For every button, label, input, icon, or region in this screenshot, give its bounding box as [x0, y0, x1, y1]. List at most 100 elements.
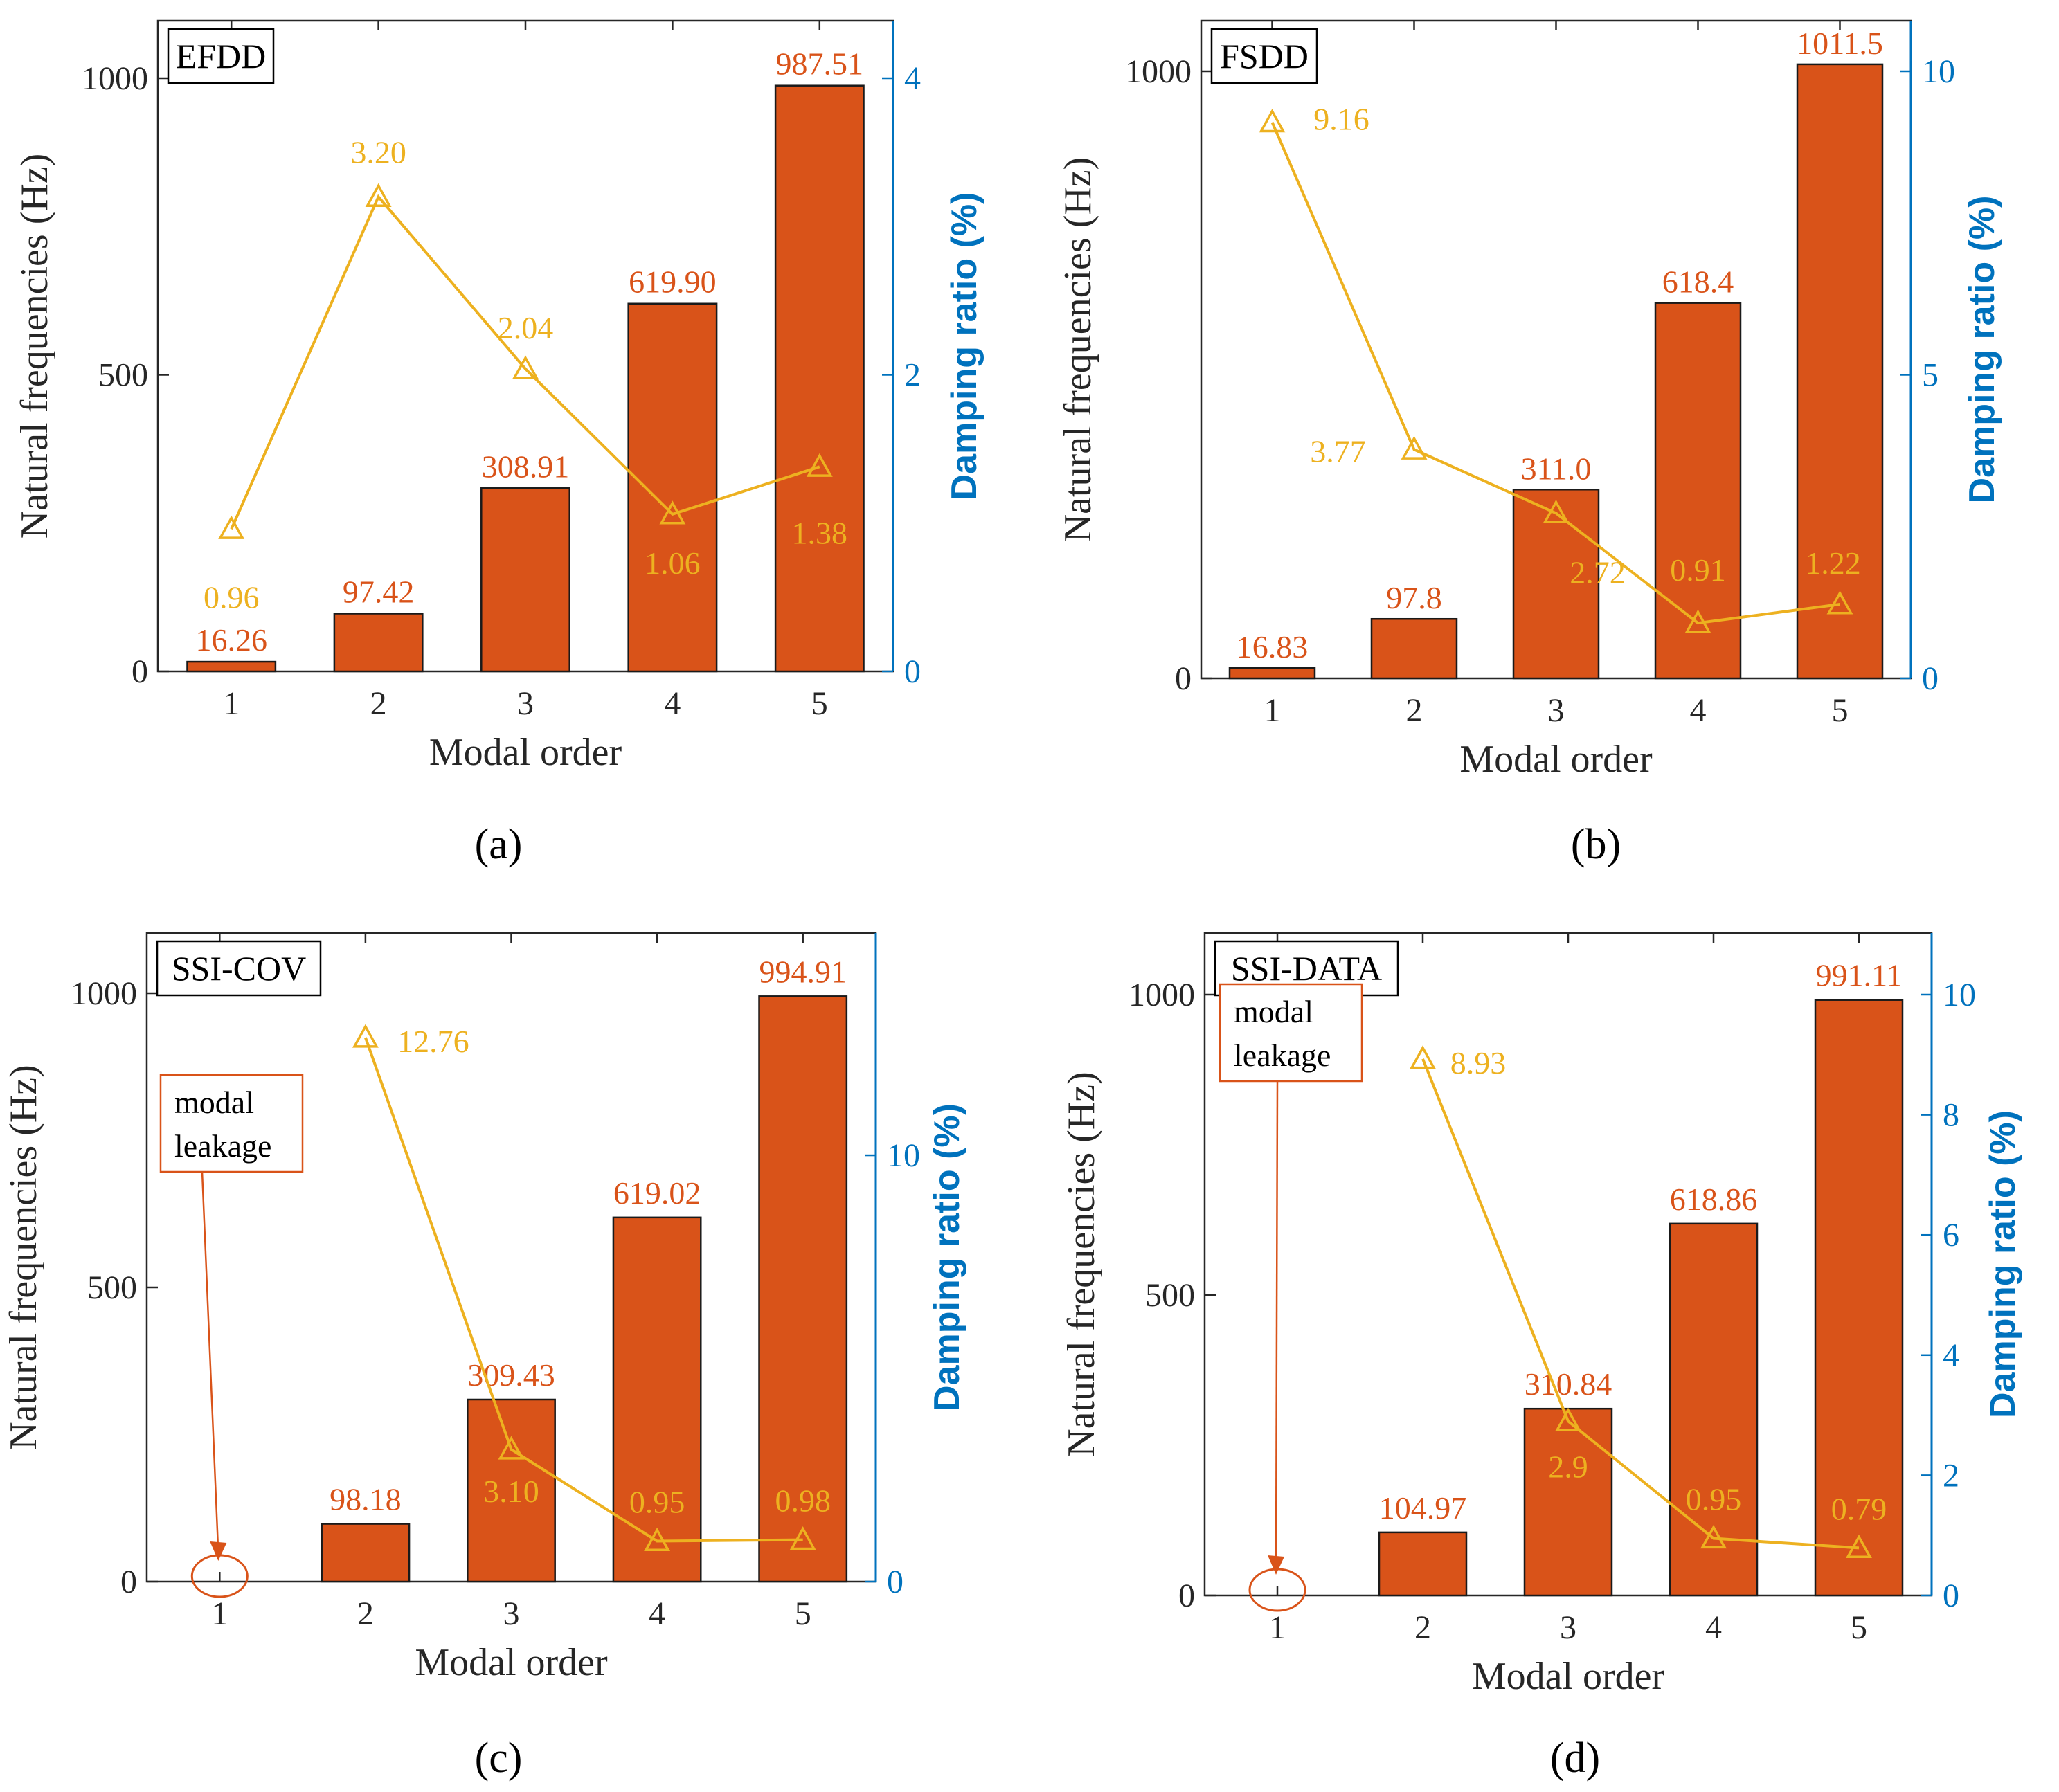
panel-2: 0 1000 0 5 10 1 2 3 4 5 16.83 97.8 311.0 618.4 1011.5 9… — [1057, 19, 2002, 868]
damping-label: 3.20 — [350, 134, 406, 170]
frequency-bar — [333, 613, 424, 673]
y-axis-label: Natural frequencies (Hz) — [1060, 1071, 1103, 1457]
x-tick-label: 5 — [811, 685, 828, 722]
frequency-bar — [774, 84, 865, 673]
frequency-bar — [612, 1216, 702, 1583]
leakage-arrow-head — [1268, 1555, 1284, 1575]
damping-label: 0.91 — [1670, 552, 1726, 588]
right-tick-label: 4 — [1943, 1337, 1959, 1374]
frequency-label: 991.11 — [1816, 958, 1903, 993]
frequency-bar — [186, 660, 277, 673]
damping-label: 0.95 — [1686, 1482, 1742, 1517]
frequency-bar — [321, 1523, 411, 1583]
frequency-bar — [1378, 1531, 1468, 1597]
right-tick-label: 10 — [887, 1137, 920, 1174]
panel-caption: (d) — [1550, 1735, 1600, 1782]
damping-label: 2.9 — [1548, 1449, 1588, 1484]
method-box — [1210, 28, 1318, 84]
x-axis-label: Modal order — [429, 731, 622, 774]
y-axis-label: Natural frequencies (Hz) — [13, 154, 56, 539]
x-tick-label: 2 — [1414, 1609, 1431, 1646]
x-axis-label: Modal order — [1459, 738, 1653, 781]
damping-marker — [352, 1024, 379, 1048]
damping-marker — [1826, 590, 1853, 615]
right-tick-label: 0 — [887, 1564, 903, 1600]
frequency-label: 619.02 — [613, 1175, 701, 1211]
damping-marker — [1846, 1534, 1872, 1558]
leakage-label-line1: modal — [1234, 994, 1313, 1029]
damping-line — [1421, 1058, 1860, 1550]
damping-label: 1.22 — [1805, 545, 1861, 581]
method-label: FSDD — [1220, 37, 1309, 75]
right-tick-label: 2 — [1943, 1457, 1959, 1494]
x-tick-label: 5 — [795, 1595, 811, 1632]
left-tick-label: 500 — [87, 1269, 137, 1306]
damping-marker — [644, 1527, 671, 1552]
x-tick-label: 2 — [370, 685, 387, 722]
damping-line — [230, 194, 820, 530]
damping-marker — [1700, 1524, 1727, 1549]
frequency-label: 16.26 — [195, 622, 267, 658]
damping-label: 12.76 — [397, 1024, 469, 1059]
panel-caption: (a) — [475, 821, 523, 868]
x-tick-label: 1 — [211, 1595, 228, 1632]
frequency-label: 1011.5 — [1797, 26, 1883, 61]
left-tick-label: 500 — [98, 357, 148, 394]
frequency-bar — [1814, 999, 1904, 1597]
x-tick-label: 4 — [1690, 692, 1707, 729]
y-axis-right-label: Damping ratio (%) — [1983, 1110, 2023, 1418]
leakage-label-line2: leakage — [1234, 1038, 1331, 1073]
method-label: SSI-COV — [172, 949, 306, 988]
x-tick-label: 3 — [1560, 1609, 1576, 1646]
damping-label: 9.16 — [1313, 102, 1369, 137]
x-tick-label: 3 — [503, 1595, 520, 1632]
frequency-label: 98.18 — [330, 1482, 402, 1517]
frequency-label: 618.4 — [1662, 264, 1734, 300]
x-tick-label: 5 — [1851, 1609, 1867, 1646]
frequency-label: 308.91 — [482, 449, 570, 484]
x-tick-label: 2 — [1406, 692, 1423, 729]
damping-label: 1.06 — [645, 545, 701, 581]
frequency-label: 311.0 — [1521, 451, 1592, 486]
x-tick-label: 1 — [223, 685, 240, 722]
left-tick-label: 0 — [120, 1564, 137, 1600]
leakage-circle — [190, 1554, 249, 1598]
frequency-bar — [1796, 63, 1884, 680]
leakage-arrow — [1275, 1080, 1279, 1567]
left-tick-label: 0 — [1175, 660, 1192, 697]
right-tick-label: 6 — [1943, 1217, 1959, 1254]
damping-label: 2.72 — [1570, 554, 1626, 590]
damping-marker — [806, 453, 833, 477]
panel-1: 0 500 1000 0 2 4 1 2 3 4 5 16.26 97.42 308.91 619.90 98… — [13, 19, 984, 868]
damping-line — [1270, 121, 1840, 625]
frequency-label: 16.83 — [1237, 629, 1309, 664]
x-tick-label: 1 — [1269, 1609, 1286, 1646]
damping-marker — [365, 183, 392, 207]
x-tick-label: 5 — [1832, 692, 1849, 729]
x-axis-label: Modal order — [1472, 1655, 1665, 1698]
right-tick-label: 10 — [1943, 977, 1976, 1013]
left-tick-label: 1000 — [71, 975, 137, 1012]
left-tick-label: 1000 — [82, 60, 148, 97]
panel-caption: (c) — [475, 1735, 523, 1782]
damping-label: 0.96 — [204, 579, 260, 615]
right-tick-label: 0 — [1922, 660, 1939, 697]
right-tick-label: 0 — [1943, 1577, 1959, 1614]
frequency-bar — [1654, 302, 1742, 680]
y-axis-right-label: Damping ratio (%) — [927, 1103, 967, 1411]
left-tick-label: 0 — [132, 653, 148, 690]
right-tick-label: 4 — [904, 60, 921, 97]
damping-label: 1.38 — [792, 515, 848, 550]
damping-marker — [1684, 609, 1711, 633]
y-axis-label: Natural frequencies (Hz) — [1057, 157, 1099, 543]
frequency-label: 104.97 — [1379, 1490, 1467, 1526]
frequency-label: 310.84 — [1525, 1366, 1612, 1402]
damping-marker — [512, 355, 539, 379]
method-box — [156, 940, 322, 997]
left-tick-label: 500 — [1145, 1277, 1195, 1314]
right-tick-label: 8 — [1943, 1097, 1959, 1134]
damping-label: 0.95 — [629, 1484, 685, 1519]
y-axis-right-label: Damping ratio (%) — [944, 192, 984, 500]
frequency-label: 994.91 — [759, 954, 847, 989]
